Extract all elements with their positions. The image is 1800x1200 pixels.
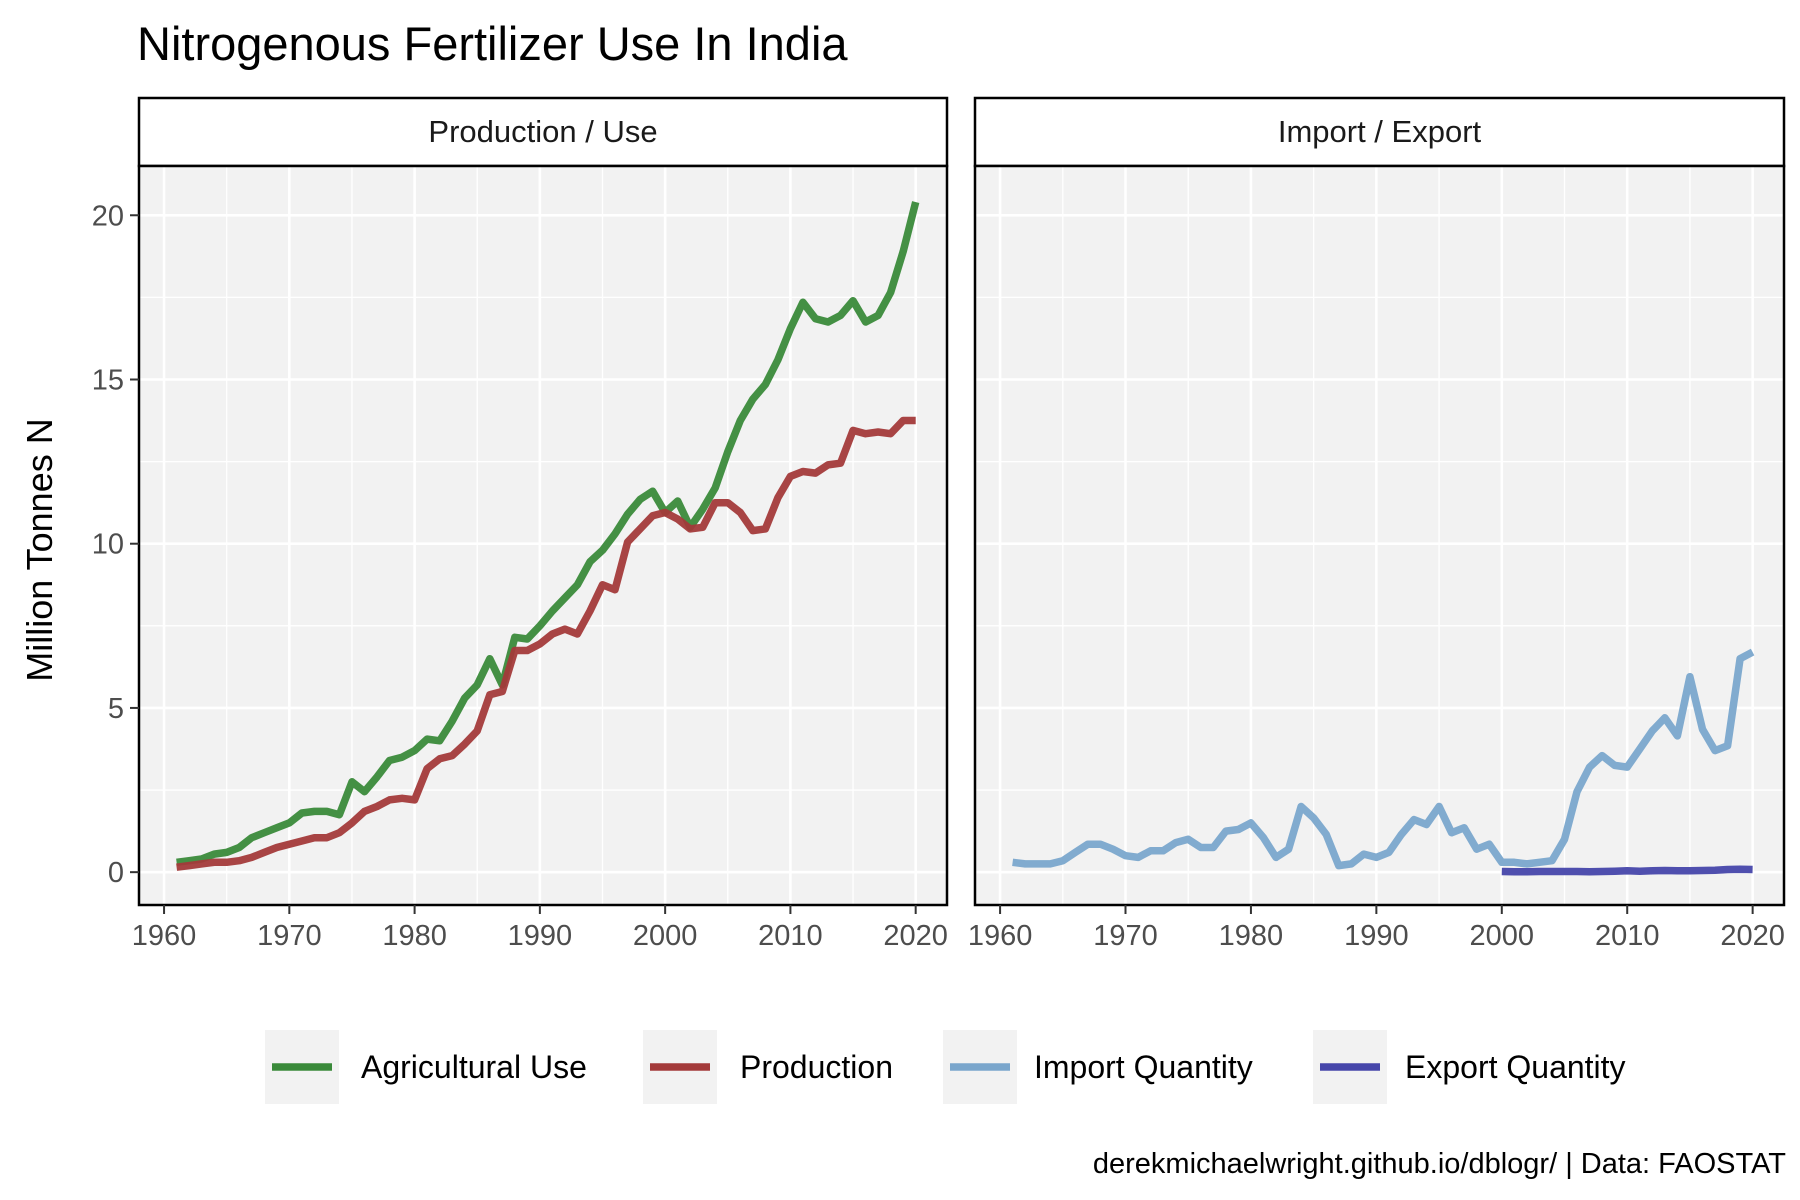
- legend-label-export-quantity: Export Quantity: [1405, 1049, 1626, 1085]
- series-line-export-quantity: [1501, 865, 1753, 876]
- plot-area-production-use: 1960 1970 1980 1990 2000 2010 2020: [132, 164, 949, 952]
- x-tick-label: 1960: [968, 920, 1033, 952]
- strip-label-import-export: Import / Export: [1278, 114, 1482, 149]
- series-line-agricultural-use: [176, 201, 920, 867]
- series-line-import-quantity: [1012, 648, 1755, 870]
- panel-import-export: Import / Export 1960 1970 1980 1990 2000 2010…: [968, 96, 1786, 952]
- x-tick-label: 2020: [1720, 920, 1785, 952]
- x-tick-label: 2010: [1595, 920, 1660, 952]
- strip-label-production-use: Production / Use: [428, 114, 657, 149]
- y-tick-label: 5: [108, 693, 124, 725]
- strip-production-use: [137, 96, 949, 168]
- y-axis-title: Million Tonnes N: [19, 418, 60, 681]
- x-tick-label: 2010: [758, 920, 823, 952]
- x-tick-label: 1980: [1219, 920, 1284, 952]
- panel-background: [975, 166, 1784, 905]
- panel-production-use: Production / Use 1960 1970 1980 1990 2000 201…: [132, 96, 949, 952]
- x-tick-label: 1970: [257, 920, 322, 952]
- x-tick-label: 1970: [1093, 920, 1158, 952]
- caption: derekmichaelwright.github.io/dblogr/ | D…: [1093, 1148, 1786, 1180]
- legend-label-import-quantity: Import Quantity: [1034, 1049, 1253, 1085]
- x-tick-label: 1990: [1344, 920, 1409, 952]
- y-tick-label: 0: [108, 857, 124, 889]
- x-tick-label: 1960: [132, 920, 197, 952]
- panel-background: [139, 166, 947, 905]
- x-tick-label: 1990: [508, 920, 573, 952]
- legend-label-agricultural-use: Agricultural Use: [361, 1049, 587, 1085]
- panel-border: [973, 164, 1786, 907]
- x-tick-label: 2000: [633, 920, 698, 952]
- x-tick-label: 2000: [1470, 920, 1535, 952]
- x-tick-label: 2020: [883, 920, 948, 952]
- y-axis-ticks: 0 5 10 15 20: [92, 200, 139, 889]
- legend: Agricultural Use Production Import Quantit…: [265, 1030, 1626, 1104]
- chart-title: Nitrogenous Fertilizer Use In India: [137, 17, 848, 70]
- panel-border: [137, 164, 949, 907]
- series-line-production: [176, 416, 916, 871]
- x-tick-label: 1980: [382, 920, 447, 952]
- legend-label-production: Production: [740, 1049, 893, 1085]
- plot-area-import-export: 1960 1970 1980 1990 2000 2010 2020: [968, 164, 1786, 952]
- y-tick-label: 20: [92, 200, 124, 232]
- y-tick-label: 10: [92, 529, 124, 561]
- y-tick-label: 15: [92, 364, 124, 396]
